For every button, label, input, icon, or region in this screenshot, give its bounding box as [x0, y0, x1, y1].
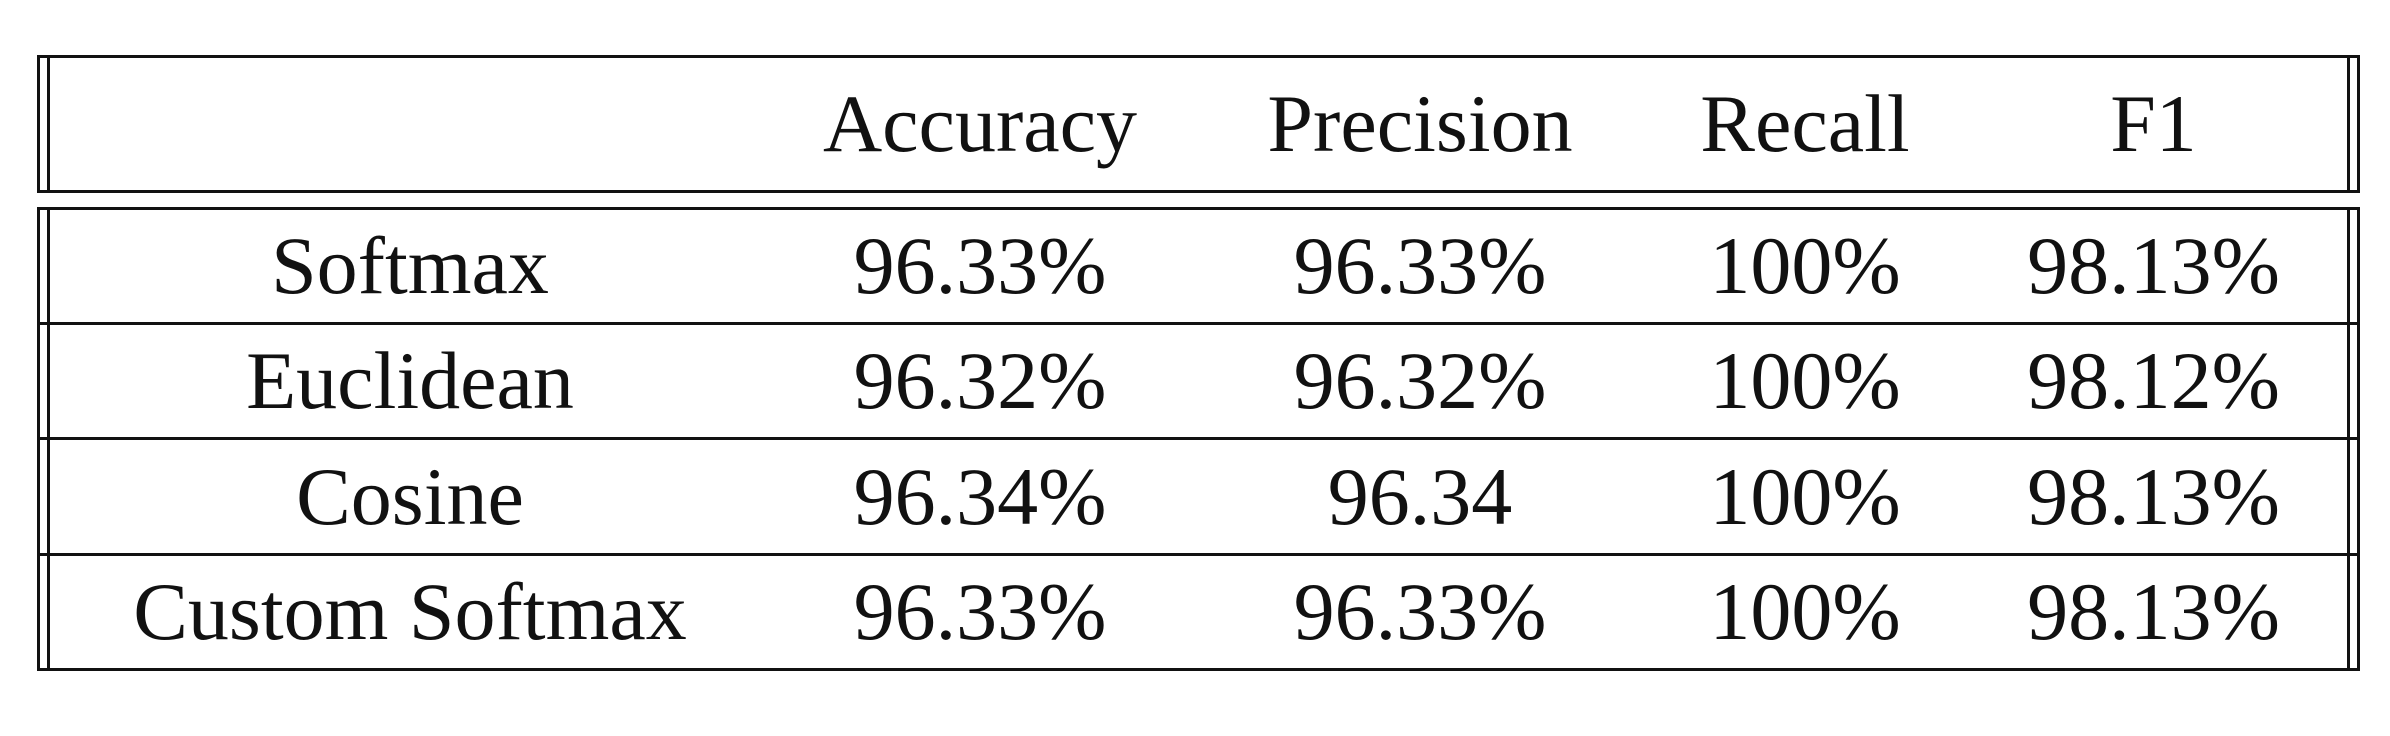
header-cell-accuracy: Accuracy — [822, 78, 1138, 169]
f1-cell: 98.13% — [2027, 450, 2280, 542]
recall-cell: 100% — [1709, 220, 1901, 311]
accuracy-cell: 96.32% — [853, 335, 1107, 426]
precision-cell: 96.33% — [1293, 566, 1547, 657]
accuracy-cell: 96.33% — [853, 566, 1107, 657]
recall-cell: 100% — [1709, 335, 1901, 426]
table-bottom-rule — [37, 668, 2360, 671]
table-right-rule-outer-header — [2357, 55, 2360, 193]
f1-cell: 98.13% — [2027, 566, 2280, 657]
recall-cell: 100% — [1709, 566, 1901, 657]
header-cell-recall: Recall — [1700, 78, 1910, 169]
table-right-rule-inner-header — [2347, 55, 2350, 193]
body-top-rule — [37, 207, 2360, 210]
recall-cell: 100% — [1709, 450, 1901, 542]
f1-cell: 98.13% — [2027, 220, 2280, 311]
precision-cell: 96.32% — [1293, 335, 1547, 426]
accuracy-cell: 96.34% — [853, 450, 1107, 542]
table-left-rule-inner-header — [47, 55, 50, 193]
precision-cell: 96.33% — [1293, 220, 1547, 311]
row-label: Custom Softmax — [133, 566, 687, 657]
header-cell-f1: F1 — [2110, 78, 2197, 169]
row-label: Euclidean — [246, 335, 574, 426]
table-top-rule — [37, 55, 2360, 58]
accuracy-cell: 96.33% — [853, 220, 1107, 311]
header-cell-precision: Precision — [1267, 78, 1573, 169]
table-left-rule-outer-header — [37, 55, 40, 193]
header-cell-empty — [50, 58, 770, 190]
row-divider-2 — [37, 437, 2360, 440]
f1-cell: 98.12% — [2027, 335, 2280, 426]
row-label: Cosine — [296, 450, 524, 542]
row-label: Softmax — [271, 220, 549, 311]
precision-cell: 96.34 — [1327, 450, 1513, 542]
row-divider-3 — [37, 553, 2360, 556]
row-divider-1 — [37, 322, 2360, 325]
header-bottom-rule — [37, 190, 2360, 193]
